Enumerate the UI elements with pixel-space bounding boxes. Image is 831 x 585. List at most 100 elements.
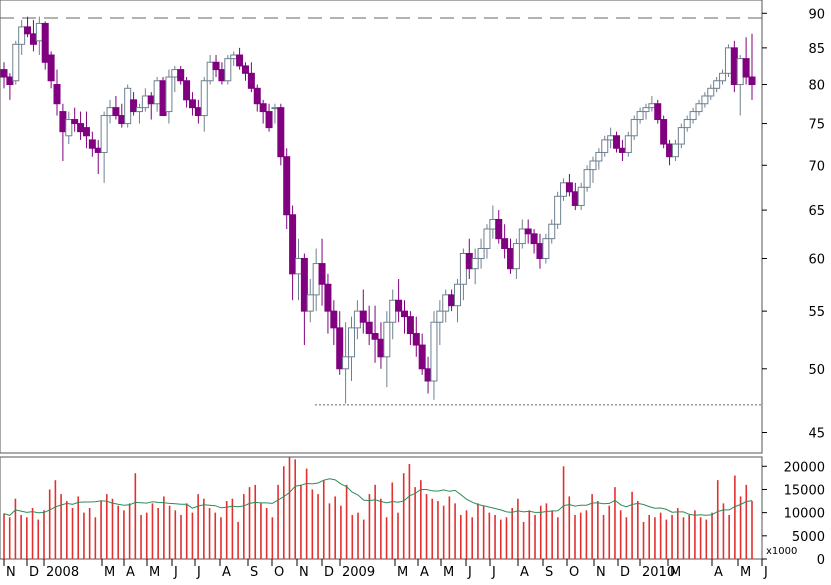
candle-body	[518, 228, 526, 245]
candle-body	[424, 368, 432, 382]
date-tick-label: O	[569, 565, 579, 580]
candle-body	[736, 58, 744, 86]
candle-body	[253, 87, 261, 105]
candle-body	[342, 356, 350, 370]
candle-body	[554, 195, 562, 225]
candle-body	[153, 80, 161, 105]
candle-body	[459, 252, 467, 285]
candle-body	[12, 43, 20, 82]
candle-body	[230, 54, 238, 60]
candle-body	[347, 327, 355, 358]
candle-body	[383, 321, 391, 358]
date-tick-label: J	[491, 565, 496, 580]
candle-body	[654, 103, 662, 121]
candle-body	[106, 107, 114, 117]
volume-unit-label: x1000	[766, 546, 797, 557]
candle-body	[666, 143, 674, 158]
candle-body	[671, 143, 679, 158]
candle-body	[454, 283, 462, 307]
price-tick-label: 70	[808, 159, 825, 174]
candle-body	[648, 103, 656, 109]
candle-body	[135, 107, 143, 113]
date-tick-label: J	[196, 565, 201, 580]
date-tick-label: A	[420, 565, 429, 580]
candle-body	[583, 169, 591, 188]
candle-body	[430, 321, 438, 382]
candle-body	[701, 95, 709, 105]
candle-body	[283, 156, 291, 216]
candle-body	[377, 338, 385, 358]
candle-body	[724, 47, 732, 74]
candle-body	[742, 58, 750, 78]
candle-body	[18, 26, 26, 45]
candle-body	[218, 69, 226, 82]
candle-body	[65, 119, 73, 137]
candle-body	[59, 111, 67, 133]
price-tick-label: 90	[808, 7, 825, 22]
candle-body	[130, 99, 138, 113]
candle-body	[289, 214, 297, 275]
candle-body	[259, 103, 267, 113]
price-tick-label: 50	[808, 363, 825, 378]
date-tick-label: M	[397, 565, 408, 580]
date-tick-label: N	[6, 565, 16, 580]
candle-body	[53, 84, 61, 105]
candle-body	[365, 321, 373, 335]
price-axis: 90 85 80 75 70 65 60 55 50 45	[762, 7, 825, 441]
candle-body	[501, 238, 509, 250]
date-tick-label: 2009	[342, 565, 375, 580]
price-panel	[0, 0, 763, 454]
candles	[0, 16, 756, 404]
candle-body	[88, 139, 96, 149]
date-tick-label: D	[324, 565, 334, 580]
candle-body	[265, 111, 273, 129]
candle-body	[212, 61, 220, 71]
candle-body	[418, 344, 426, 370]
candle-body	[436, 310, 444, 323]
date-tick-label: A	[520, 565, 529, 580]
candle-body	[35, 22, 43, 42]
candle-body	[359, 310, 367, 323]
candle-body	[241, 65, 249, 74]
volume-moving-average-line	[3, 478, 753, 516]
date-tick-label: M	[104, 565, 115, 580]
volume-tick-label: 15000	[784, 483, 825, 498]
volume-tick-label: 20000	[784, 460, 825, 475]
date-tick-label: J	[467, 565, 472, 580]
candle-body	[147, 95, 155, 105]
date-tick-label: J	[763, 565, 768, 580]
candle-body	[141, 95, 149, 109]
candle-body	[124, 87, 132, 125]
candle-body	[707, 87, 715, 97]
candle-body	[353, 310, 361, 329]
candle-body	[41, 22, 49, 63]
price-tick-label: 75	[808, 118, 825, 133]
candle-body	[748, 76, 756, 86]
reference-lines	[0, 17, 762, 406]
candle-body	[448, 294, 456, 307]
candle-body	[371, 333, 379, 340]
price-tick-label: 55	[808, 305, 825, 320]
candle-body	[277, 107, 285, 158]
candle-body	[389, 299, 397, 323]
candle-body	[630, 119, 638, 137]
candle-body	[536, 243, 544, 260]
candle-body	[206, 61, 214, 82]
candle-body	[171, 69, 179, 78]
date-tick-label: A	[222, 565, 231, 580]
candle-body	[595, 151, 603, 162]
date-tick-label: D	[29, 565, 39, 580]
date-tick-label: M	[149, 565, 160, 580]
date-tick-label: M	[443, 565, 454, 580]
candle-body	[677, 127, 685, 145]
date-tick-label: M	[740, 565, 751, 580]
candle-body	[0, 69, 8, 78]
price-panel-frame	[0, 0, 763, 454]
candle-body	[636, 111, 644, 121]
candle-body	[47, 54, 55, 82]
date-tick-label: M	[670, 565, 681, 580]
candle-body	[94, 147, 102, 153]
